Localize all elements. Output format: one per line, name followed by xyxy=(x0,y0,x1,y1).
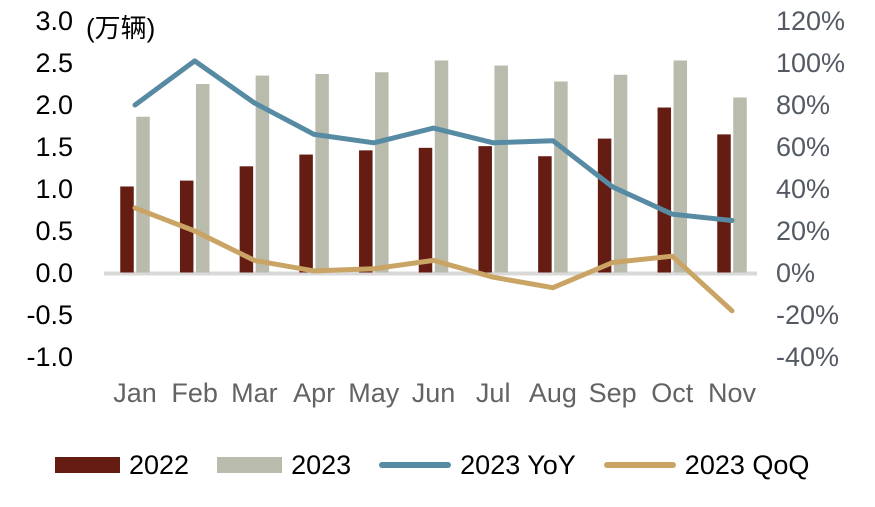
legend-swatch-line xyxy=(603,462,676,468)
x-axis-label: Jan xyxy=(113,378,157,408)
legend-item: 2023 QoQ xyxy=(603,449,810,481)
bar-2022 xyxy=(597,138,612,273)
bar-2023 xyxy=(375,72,389,273)
x-axis-label: Jul xyxy=(475,378,511,408)
bar-2022 xyxy=(239,166,254,273)
y-axis-tick-label-right: -20% xyxy=(776,300,840,330)
y-axis-tick-label-right: -40% xyxy=(776,342,840,372)
x-axis-label: Feb xyxy=(171,378,218,408)
legend-label: 2023 QoQ xyxy=(684,449,810,480)
y-axis-tick-label-left: -1.0 xyxy=(26,342,73,372)
legend-label: 2023 xyxy=(291,449,352,480)
x-axis-label: Mar xyxy=(231,378,278,408)
bar-2023 xyxy=(195,84,210,273)
y-axis-tick-label-left: 3.0 xyxy=(35,6,73,36)
legend-swatch-line xyxy=(379,462,452,468)
x-axis-label: Jun xyxy=(411,378,456,408)
bar-2022 xyxy=(657,107,672,273)
bar-2023 xyxy=(136,116,150,273)
y-axis-tick-label-left: 0.0 xyxy=(35,258,73,288)
bar-2023 xyxy=(733,97,747,273)
axis-unit-label: (万辆) xyxy=(86,13,156,43)
y-axis-tick-label-left: -0.5 xyxy=(26,300,73,330)
y-axis-tick-label-right: 0% xyxy=(776,258,816,288)
bar-2023 xyxy=(554,81,568,273)
legend-swatch-bar xyxy=(217,457,283,473)
bar-2023 xyxy=(494,65,508,273)
bar-2023 xyxy=(673,60,688,273)
legend-label: 2023 YoY xyxy=(460,449,576,480)
bar-2022 xyxy=(120,186,134,273)
x-axis-label: Nov xyxy=(707,378,757,408)
legend-label: 2022 xyxy=(129,449,190,480)
line-2023 QoQ xyxy=(132,205,735,314)
y-axis-tick-label-right: 80% xyxy=(776,90,831,120)
x-axis-label: Oct xyxy=(651,378,694,408)
bar-2023 xyxy=(255,75,270,273)
legend-item: 2022 xyxy=(55,450,189,481)
legend-item: 2023 xyxy=(217,450,351,481)
x-axis-label: Sep xyxy=(588,378,637,408)
y-axis-tick-label-right: 20% xyxy=(776,216,831,246)
y-axis-tick-label-right: 100% xyxy=(776,48,846,78)
bar-2022 xyxy=(478,146,492,273)
bar-2022 xyxy=(418,147,433,273)
x-axis-label: May xyxy=(348,378,400,408)
bar-2023 xyxy=(315,73,329,273)
line-2023 YoY xyxy=(132,58,735,223)
y-axis-tick-label-left: 1.0 xyxy=(35,174,73,204)
y-axis-tick-label-right: 60% xyxy=(776,132,831,162)
y-axis-tick-label-left: 2.5 xyxy=(35,48,73,78)
legend-item: 2023 YoY xyxy=(379,450,576,481)
bar-2022 xyxy=(359,150,373,273)
bar-2022 xyxy=(299,154,313,273)
legend-swatch-bar xyxy=(55,457,120,473)
y-axis-tick-label-right: 40% xyxy=(776,174,831,204)
y-axis-tick-label-right: 120% xyxy=(776,6,846,36)
legend: 2022 2023 2023 YoY 2023 QoQ xyxy=(55,448,809,482)
x-axis-line xyxy=(104,271,757,276)
bar-2023 xyxy=(434,60,449,273)
y-axis-tick-label-left: 1.5 xyxy=(35,132,73,162)
bar-2023 xyxy=(613,74,628,273)
y-axis-tick-label-left: 2.0 xyxy=(35,90,73,120)
x-axis-label: Aug xyxy=(528,378,577,408)
x-axis-label: Apr xyxy=(293,378,336,408)
y-axis-tick-label-left: 0.5 xyxy=(35,216,73,246)
bar-2022 xyxy=(717,134,731,273)
bar-2022 xyxy=(538,156,552,273)
